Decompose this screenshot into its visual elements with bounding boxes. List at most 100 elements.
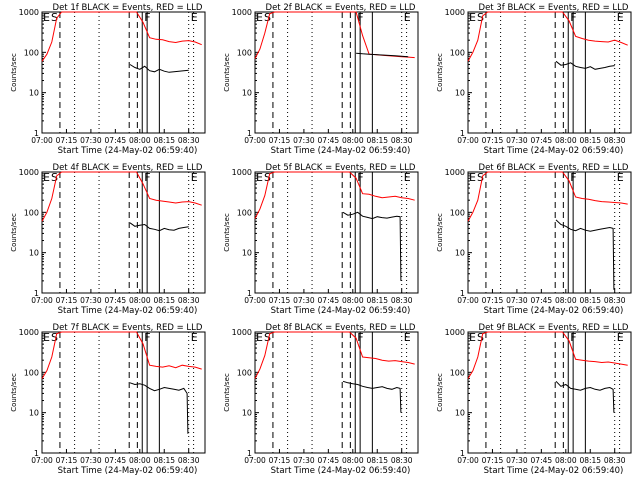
marker-label-s: S [477, 331, 484, 344]
x-tick-label: 08:30 [391, 456, 413, 465]
y-tick-label: 1000 [232, 168, 252, 177]
marker-label-e: E [256, 11, 263, 24]
chart-panel-8: Det 8f BLACK = Events, RED = LLD 1 10 100 10… [223, 323, 419, 476]
y-tick-label: 10 [242, 409, 252, 418]
x-axis-label: Start Time (24-May-02 06:59:40) [484, 466, 624, 476]
plot-frame [41, 171, 206, 294]
y-tick-label: 100 [450, 48, 465, 57]
y-tick-label: 100 [24, 48, 39, 57]
y-tick-label: 10 [29, 89, 39, 98]
marker-label-s: S [51, 171, 58, 184]
marker-label-s: S [51, 11, 58, 24]
x-axis-label: Start Time (24-May-02 06:59:40) [271, 306, 411, 316]
marker-label-f: F [144, 331, 150, 344]
x-tick-label: 08:00 [555, 296, 577, 305]
y-tick-label: 100 [450, 368, 465, 377]
series-red-lld [254, 11, 415, 59]
y-tick-label: 1000 [232, 8, 252, 17]
x-tick-label: 08:30 [178, 296, 200, 305]
marker-label-e: E [43, 171, 50, 184]
x-tick-label: 08:00 [342, 136, 364, 145]
y-tick-label: 100 [450, 208, 465, 217]
x-tick-label: 08:15 [366, 136, 388, 145]
marker-label-f: F [570, 331, 576, 344]
series-red-lld [41, 171, 202, 222]
marker-label-s: S [264, 331, 271, 344]
series-red-lld [467, 331, 628, 379]
chart-title: Det 5f BLACK = Events, RED = LLD [266, 163, 416, 173]
x-tick-label: 07:00 [244, 296, 266, 305]
chart-panel-4: Det 4f BLACK = Events, RED = LLD 1 10 100 10… [10, 163, 206, 316]
y-tick-label: 1000 [232, 328, 252, 337]
y-tick-label: 100 [237, 48, 252, 57]
marker-label-e: E [191, 11, 198, 24]
series-red-lld [467, 171, 628, 222]
chart-title: Det 6f BLACK = Events, RED = LLD [479, 163, 629, 173]
series-black-events [129, 382, 189, 434]
y-tick-label: 1 [34, 129, 39, 138]
y-tick-label: 1 [247, 129, 252, 138]
series-black-events [356, 52, 409, 58]
x-tick-label: 08:30 [604, 296, 626, 305]
x-tick-label: 08:00 [129, 456, 151, 465]
x-tick-label: 08:30 [604, 456, 626, 465]
x-tick-label: 07:15 [56, 296, 78, 305]
x-tick-label: 08:30 [391, 296, 413, 305]
marker-label-e: E [469, 331, 476, 344]
y-tick-label: 1 [460, 449, 465, 458]
plot-frame [254, 171, 419, 294]
x-tick-label: 07:45 [318, 296, 340, 305]
series-red-lld [41, 11, 202, 62]
y-tick-label: 100 [237, 368, 252, 377]
y-tick-label: 1000 [19, 328, 39, 337]
x-tick-label: 07:45 [531, 456, 553, 465]
marker-label-s: S [264, 11, 271, 24]
x-tick-label: 08:30 [391, 136, 413, 145]
x-tick-label: 07:15 [269, 136, 291, 145]
plot-frame [467, 171, 632, 294]
x-axis-label: Start Time (24-May-02 06:59:40) [58, 466, 198, 476]
series-black-events [555, 380, 615, 413]
marker-label-e: E [617, 171, 624, 184]
plot-frame [41, 11, 206, 134]
y-axis-label: Counts/sec [10, 373, 18, 412]
y-axis-label: Counts/sec [223, 53, 231, 92]
x-tick-label: 07:30 [293, 296, 315, 305]
x-tick-label: 07:15 [269, 456, 291, 465]
plot-frame [41, 331, 206, 454]
x-tick-label: 08:15 [153, 136, 175, 145]
series-red-lld [41, 331, 202, 379]
x-axis-label: Start Time (24-May-02 06:59:40) [271, 146, 411, 156]
marker-label-s: S [51, 331, 58, 344]
chart-title: Det 8f BLACK = Events, RED = LLD [266, 323, 416, 333]
y-tick-label: 1000 [445, 168, 465, 177]
y-tick-label: 100 [237, 208, 252, 217]
x-tick-label: 07:30 [80, 136, 102, 145]
y-tick-label: 1000 [19, 8, 39, 17]
y-tick-label: 1 [460, 289, 465, 298]
marker-label-e: E [469, 11, 476, 24]
x-tick-label: 07:45 [318, 136, 340, 145]
x-axis-label: Start Time (24-May-02 06:59:40) [58, 306, 198, 316]
y-tick-label: 10 [29, 249, 39, 258]
chart-panel-1: Det 1f BLACK = Events, RED = LLD 1 10 100 10… [10, 3, 206, 156]
marker-label-e: E [469, 171, 476, 184]
x-tick-label: 08:15 [579, 296, 601, 305]
marker-label-e: E [43, 11, 50, 24]
x-tick-label: 08:30 [604, 136, 626, 145]
x-tick-label: 08:15 [153, 296, 175, 305]
y-tick-label: 1 [247, 289, 252, 298]
marker-label-f: F [144, 171, 150, 184]
plot-frame [254, 11, 419, 134]
chart-panel-3: Det 3f BLACK = Events, RED = LLD 1 10 100 10… [436, 3, 632, 156]
x-axis-label: Start Time (24-May-02 06:59:40) [58, 146, 198, 156]
x-tick-label: 08:15 [366, 456, 388, 465]
x-tick-label: 07:00 [31, 456, 53, 465]
x-tick-label: 08:15 [579, 136, 601, 145]
y-axis-label: Counts/sec [10, 213, 18, 252]
x-tick-label: 07:00 [244, 136, 266, 145]
x-tick-label: 07:30 [506, 136, 528, 145]
x-tick-label: 07:00 [244, 456, 266, 465]
plot-frame [467, 11, 632, 134]
y-axis-label: Counts/sec [436, 213, 444, 252]
